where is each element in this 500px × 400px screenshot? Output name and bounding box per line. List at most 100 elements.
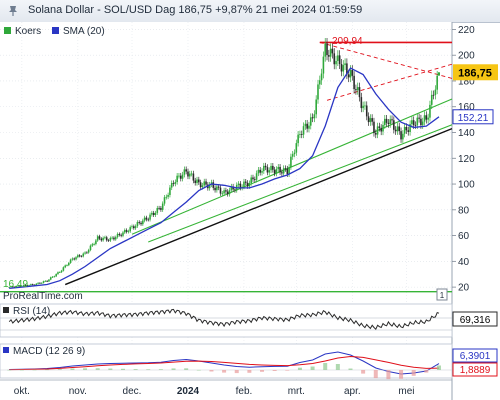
price-candle-body bbox=[306, 123, 308, 129]
price-candle-body bbox=[299, 134, 301, 135]
legend-sma-label: SMA (20) bbox=[63, 26, 105, 37]
price-candle-body bbox=[127, 231, 130, 233]
price-candle-body bbox=[48, 279, 50, 282]
price-candle-body bbox=[295, 143, 298, 153]
price-candle-body bbox=[358, 87, 361, 98]
legend-koers-label: Koers bbox=[15, 26, 41, 37]
sma-line bbox=[9, 67, 440, 290]
macd-histogram-bar bbox=[19, 369, 24, 371]
price-candle-body bbox=[114, 237, 117, 240]
price-candle-body bbox=[208, 184, 211, 189]
sma-tag: 152,21 bbox=[452, 109, 494, 125]
macd-histogram-bar bbox=[133, 369, 138, 370]
macd-histogram-bar bbox=[158, 369, 163, 370]
macd-histogram-bar bbox=[436, 365, 441, 370]
price-candle-body bbox=[198, 179, 200, 183]
price-candle-body bbox=[158, 207, 160, 209]
price-candle-body bbox=[302, 126, 305, 135]
price-candle-body bbox=[190, 173, 193, 175]
price-candle-body bbox=[201, 185, 204, 188]
price-candle-body bbox=[75, 257, 77, 260]
price-candle-body bbox=[145, 217, 148, 220]
legend: Koers SMA (20) bbox=[4, 26, 105, 37]
chart-area[interactable]: 20 40 60 80 100 120 140 160 180 200 220 Koers SMA … bbox=[0, 22, 500, 400]
price-candle-body bbox=[234, 189, 236, 191]
price-candle-body bbox=[434, 89, 437, 95]
price-candle-body bbox=[369, 118, 372, 123]
price-candle-body bbox=[400, 131, 402, 140]
price-candle-body bbox=[436, 75, 438, 90]
price-candle-body bbox=[10, 286, 12, 288]
price-candle-body bbox=[100, 238, 103, 241]
price-candle-body bbox=[226, 191, 229, 195]
macd-histogram-bar bbox=[95, 368, 100, 370]
price-candle-body bbox=[351, 70, 354, 76]
price-candle-body bbox=[188, 173, 191, 177]
price-candle-body bbox=[69, 259, 72, 263]
price-candle-body bbox=[39, 282, 41, 284]
channel-lower-line bbox=[148, 124, 453, 243]
x-axis-label: dec. bbox=[123, 386, 142, 397]
panel-badge[interactable] bbox=[436, 288, 448, 301]
price-candle-body bbox=[185, 169, 187, 172]
rsi-tag-label: 69,316 bbox=[460, 315, 491, 326]
macd-histogram-bar bbox=[196, 369, 201, 371]
price-candle-body bbox=[373, 121, 375, 134]
price-candle-body bbox=[28, 285, 30, 286]
pin-icon[interactable] bbox=[7, 5, 19, 17]
price-candle-body bbox=[232, 186, 234, 190]
price-candle-body bbox=[244, 181, 247, 183]
price-candle-body bbox=[411, 120, 413, 125]
price-tag: 186,75 bbox=[453, 64, 498, 81]
price-candle-body bbox=[364, 105, 366, 107]
macd-histogram-bar bbox=[70, 368, 75, 370]
price-candle-body bbox=[288, 167, 290, 175]
price-candle-body bbox=[340, 64, 343, 72]
x-axis-label: mei bbox=[398, 386, 414, 397]
falling-resistance-dashed bbox=[319, 41, 453, 79]
price-candle-body bbox=[333, 53, 336, 65]
price-candle-body bbox=[174, 182, 177, 184]
price-candle-body bbox=[199, 182, 202, 188]
price-candle-body bbox=[203, 181, 206, 186]
price-candle-body bbox=[284, 168, 287, 170]
macd-histogram-bar bbox=[83, 368, 88, 370]
price-candle-body bbox=[252, 177, 254, 180]
price-candle-body bbox=[335, 60, 337, 65]
price-candle-body bbox=[131, 226, 133, 228]
x-axis-label: 2024 bbox=[177, 386, 200, 397]
price-candle-body bbox=[255, 173, 258, 180]
price-candle-body bbox=[57, 272, 59, 275]
price-candle-body bbox=[290, 156, 292, 168]
price-candle-body bbox=[281, 172, 283, 174]
price-candle-body bbox=[134, 226, 137, 229]
price-candle-body bbox=[329, 48, 332, 57]
price-candle-body bbox=[15, 286, 18, 288]
price-candle-body bbox=[163, 197, 166, 204]
price-candle-body bbox=[12, 286, 14, 288]
price-candle-body bbox=[293, 152, 296, 155]
macd-histogram-bar bbox=[310, 366, 315, 370]
price-candle-body bbox=[156, 207, 159, 213]
sma-tag-label: 152,21 bbox=[458, 113, 489, 124]
price-candle-body bbox=[385, 118, 388, 123]
price-candle-body bbox=[331, 48, 334, 54]
macd-histogram-bar bbox=[399, 370, 404, 379]
rsi-title: RSI (14) bbox=[13, 306, 50, 317]
price-candle-body bbox=[19, 285, 21, 287]
price-candle-body bbox=[391, 119, 393, 121]
price-candle-body bbox=[167, 194, 169, 197]
price-candle-body bbox=[317, 84, 319, 100]
price-axis-label: 220 bbox=[458, 25, 475, 36]
price-candle-body bbox=[187, 171, 189, 177]
price-candle-body bbox=[125, 230, 128, 232]
signal-line bbox=[9, 355, 440, 371]
price-candle-body bbox=[17, 285, 20, 287]
price-candle-body bbox=[313, 114, 316, 119]
price-candle-body bbox=[80, 256, 83, 258]
price-candle-body bbox=[123, 230, 126, 233]
price-candle-body bbox=[360, 97, 363, 109]
price-candle-body bbox=[8, 287, 11, 288]
price-candle-body bbox=[353, 75, 355, 90]
price-candle-body bbox=[86, 252, 88, 254]
